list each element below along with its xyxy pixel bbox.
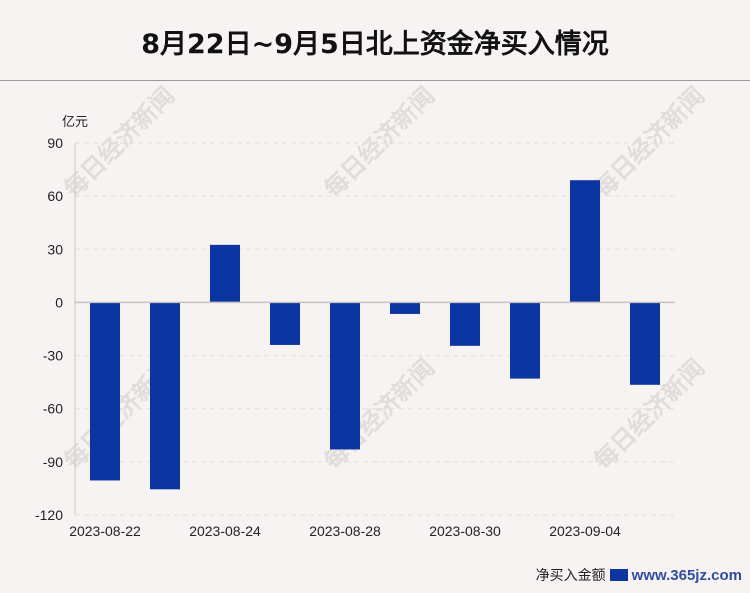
- bar-2023-09-05: [630, 302, 660, 385]
- title-divider: [0, 80, 750, 81]
- chart-title: 8月22日~9月5日北上资金净买入情况: [141, 29, 609, 60]
- y-tick-label: 0: [55, 294, 63, 310]
- bar-2023-08-22: [90, 302, 120, 481]
- legend-label: 净买入金额: [535, 568, 606, 584]
- y-tick-label: 30: [47, 241, 63, 257]
- legend: 净买入金额 www.365jz.com: [536, 565, 742, 585]
- y-tick-label: 60: [47, 188, 63, 204]
- watermark-text: 每日经济新闻: [59, 82, 181, 204]
- bars: [90, 180, 660, 490]
- x-tick-label: 2023-08-30: [429, 523, 501, 539]
- x-tick-label: 2023-08-24: [189, 523, 261, 539]
- y-tick-label: -30: [43, 348, 63, 364]
- bar-2023-08-29: [390, 302, 420, 314]
- x-tick-label: 2023-08-28: [309, 523, 381, 539]
- bar-2023-08-23: [150, 302, 180, 490]
- axes: 90 60 30 0 -30 -60 -90 -120 2023-08-22 2023-08-24…: [35, 135, 675, 539]
- bar-2023-08-30: [450, 302, 480, 346]
- x-tick-label: 2023-09-04: [549, 523, 621, 539]
- watermark-text: 每日经济新闻: [319, 82, 441, 204]
- legend-swatch: [609, 569, 628, 581]
- watermark-text: 每日经济新闻: [589, 82, 711, 204]
- bar-2023-08-25: [270, 302, 300, 345]
- y-axis-unit: 亿元: [62, 115, 88, 130]
- bar-2023-08-28: [330, 302, 360, 450]
- x-tick-label: 2023-08-22: [69, 523, 141, 539]
- site-watermark: www.365jz.com: [631, 566, 742, 584]
- bar-2023-08-31: [510, 302, 540, 379]
- y-tick-label: -90: [43, 454, 63, 470]
- y-tick-label: 90: [47, 135, 63, 151]
- y-tick-label: -120: [35, 507, 63, 523]
- bar-2023-09-04: [570, 180, 600, 303]
- y-tick-label: -60: [43, 401, 63, 417]
- bar-2023-08-24: [210, 244, 240, 303]
